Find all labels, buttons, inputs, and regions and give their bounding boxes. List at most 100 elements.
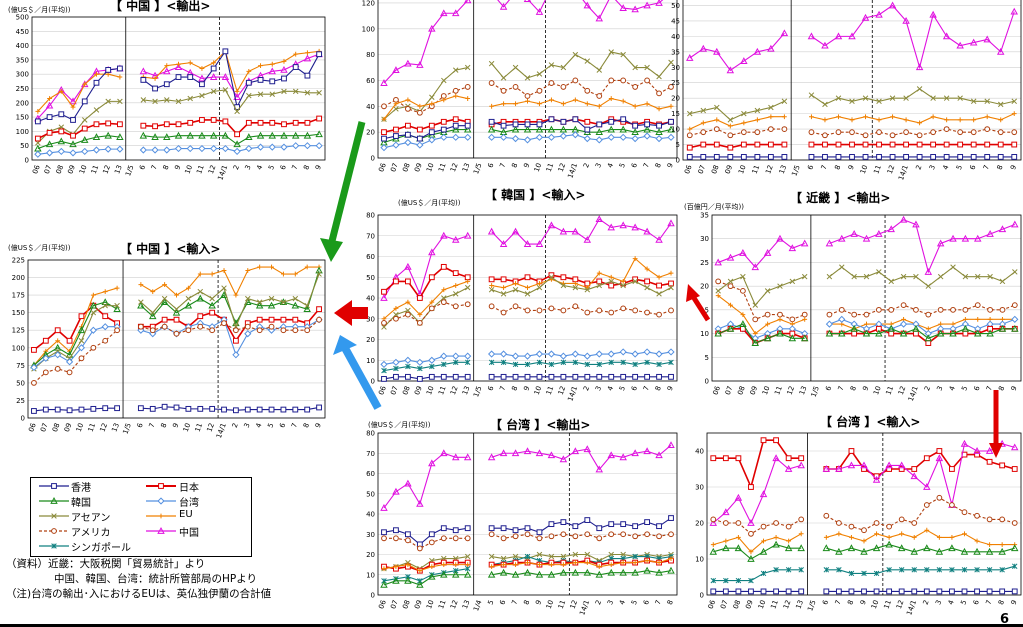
point-hk: [970, 154, 977, 160]
point-us: [727, 132, 734, 139]
point-cn: [463, 231, 472, 239]
point-us: [524, 93, 531, 99]
point-hk: [608, 521, 615, 528]
point-as: [381, 324, 387, 330]
point-eu: [465, 96, 471, 101]
point-cn: [619, 221, 627, 229]
point-cn: [380, 294, 388, 301]
point-jp: [405, 122, 411, 129]
x-tick-label: 5: [959, 599, 968, 606]
point-sg: [798, 567, 804, 573]
point-jp: [281, 121, 287, 128]
point-hk: [949, 588, 955, 595]
point-jp: [986, 458, 993, 465]
point-eu: [714, 117, 720, 123]
series-line-as: [689, 100, 785, 121]
point-tw: [101, 323, 109, 331]
point-as: [441, 295, 447, 301]
point-kr: [487, 570, 496, 578]
series-line-kr: [829, 328, 1015, 339]
point-us: [584, 87, 591, 94]
point-eu: [102, 289, 108, 294]
point-cn: [268, 67, 277, 75]
chart-korea-export: 0 20 40 60 80 100 120 06 07 08 09 10 11 12 13 1/5 6 7 8 9 10…: [340, 0, 680, 195]
point-as: [560, 64, 567, 71]
series-line-hk: [491, 517, 672, 533]
point-tw: [547, 133, 556, 141]
point-us: [500, 87, 507, 94]
point-us: [686, 132, 693, 139]
point-eu: [513, 281, 518, 286]
point-cn: [998, 225, 1007, 233]
point-us: [835, 129, 842, 136]
point-as: [572, 51, 579, 58]
x-tick-label: 06: [683, 163, 694, 175]
series-line-kr: [826, 544, 1015, 553]
point-cn: [797, 461, 805, 469]
point-cn: [392, 66, 400, 74]
point-us: [656, 311, 662, 318]
point-us: [911, 520, 918, 526]
point-hk: [873, 588, 880, 595]
point-tw: [535, 350, 544, 358]
point-eu: [584, 560, 590, 565]
x-tick-label: 10: [545, 599, 556, 610]
point-hk: [656, 122, 662, 129]
point-as: [164, 97, 170, 103]
x-tick-label: 1/4: [472, 598, 484, 612]
point-jp: [292, 316, 299, 323]
point-sg: [823, 567, 830, 573]
point-eu: [305, 50, 310, 56]
point-cn: [739, 249, 747, 256]
point-eu: [82, 81, 88, 87]
point-eu: [656, 274, 662, 280]
point-as: [876, 269, 882, 275]
point-as: [429, 94, 435, 101]
point-kr: [747, 555, 755, 562]
point-us: [668, 307, 674, 314]
point-jp: [173, 316, 180, 323]
series-line-jp: [491, 274, 672, 287]
point-jp: [152, 123, 158, 130]
series-line-cn: [829, 219, 1016, 274]
point-tw: [607, 350, 615, 358]
x-tick-label: 4: [606, 384, 615, 391]
point-jp: [798, 455, 805, 462]
y-tick-label: 400: [16, 42, 29, 50]
point-tw: [440, 352, 448, 360]
point-as: [512, 64, 519, 71]
point-hk: [452, 122, 459, 129]
point-kr: [571, 568, 580, 576]
point-us: [416, 545, 423, 552]
point-hk: [668, 515, 674, 521]
arrow-green-head: [320, 238, 343, 262]
point-us: [656, 533, 662, 540]
point-cn: [734, 493, 743, 501]
point-us: [393, 535, 399, 542]
point-eu: [453, 93, 459, 99]
point-hk: [428, 531, 435, 538]
point-eu: [572, 281, 578, 286]
point-us: [808, 129, 815, 136]
point-hk: [233, 407, 239, 414]
point-sg: [560, 359, 567, 366]
point-eu: [748, 549, 754, 555]
point-eu: [998, 117, 1004, 123]
point-hk: [596, 373, 603, 380]
point-cn: [163, 67, 171, 75]
point-us: [925, 311, 932, 318]
point-cn: [631, 223, 639, 231]
point-us: [826, 311, 833, 318]
point-jp: [608, 282, 615, 289]
x-tick-label: 06: [377, 161, 388, 173]
point-us: [748, 530, 754, 537]
x-tick-label: 3: [594, 162, 603, 169]
point-as: [930, 95, 936, 101]
point-jp: [428, 122, 435, 129]
point-cn: [825, 239, 834, 247]
point-sg: [405, 363, 411, 370]
point-as: [512, 553, 519, 560]
x-tick-label: 07: [43, 164, 54, 175]
point-as: [102, 302, 108, 309]
point-cn: [583, 235, 592, 243]
